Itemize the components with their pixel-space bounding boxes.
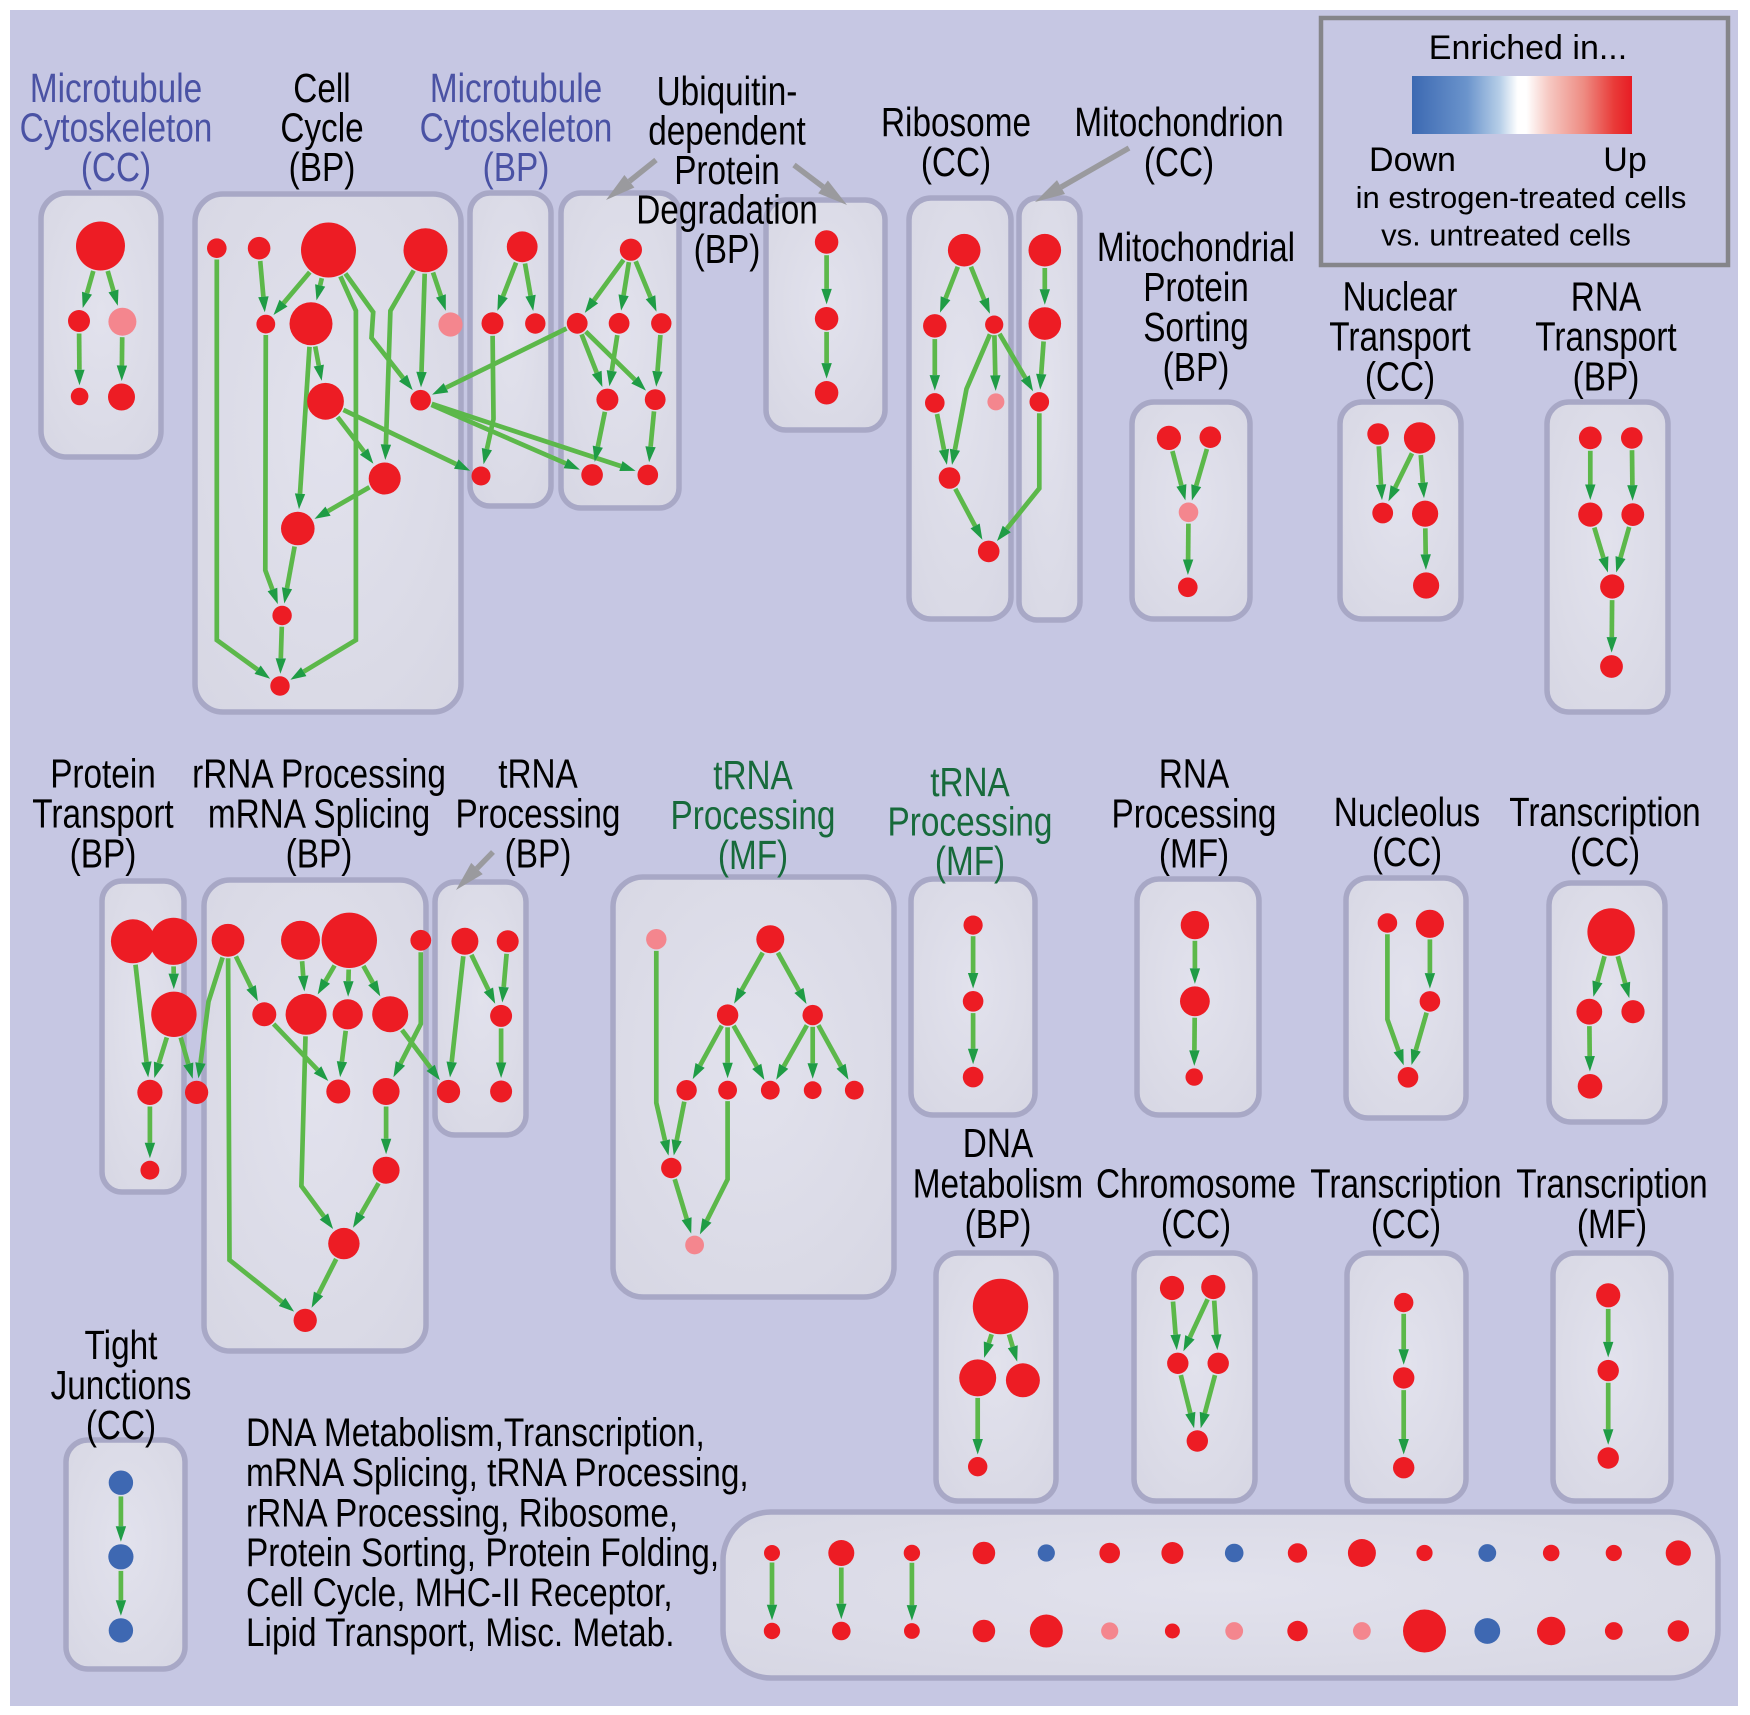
svg-text:(BP): (BP)	[1163, 344, 1230, 390]
svg-text:Junctions: Junctions	[51, 1362, 192, 1408]
svg-text:(CC): (CC)	[1365, 354, 1435, 400]
svg-text:(MF): (MF)	[1577, 1201, 1647, 1247]
svg-text:(BP): (BP)	[965, 1201, 1032, 1247]
svg-text:Nuclear: Nuclear	[1343, 274, 1458, 320]
svg-text:Ubiquitin-: Ubiquitin-	[657, 68, 798, 114]
svg-text:RNA: RNA	[1571, 274, 1642, 320]
svg-text:Cycle: Cycle	[280, 105, 363, 151]
svg-text:(MF): (MF)	[1159, 831, 1229, 877]
svg-text:Processing: Processing	[1112, 791, 1277, 837]
svg-text:DNA Metabolism,Transcription,: DNA Metabolism,Transcription,	[246, 1411, 705, 1455]
svg-text:Ribosome: Ribosome	[881, 99, 1031, 145]
svg-text:RNA: RNA	[1159, 751, 1230, 797]
svg-text:Transcription: Transcription	[1509, 789, 1700, 835]
svg-text:Mitochondrial: Mitochondrial	[1097, 224, 1295, 270]
svg-text:Cell Cycle, MHC-II Receptor,: Cell Cycle, MHC-II Receptor,	[246, 1571, 673, 1615]
svg-text:(CC): (CC)	[1144, 139, 1214, 185]
svg-text:Cell: Cell	[293, 65, 350, 111]
svg-text:Transcription: Transcription	[1516, 1161, 1707, 1207]
svg-text:Protein Sorting, Protein Foldi: Protein Sorting, Protein Folding,	[246, 1531, 719, 1575]
svg-text:Transport: Transport	[1329, 314, 1471, 360]
svg-text:Microtubule: Microtubule	[430, 65, 602, 111]
svg-text:(BP): (BP)	[70, 831, 137, 877]
svg-text:Transcription: Transcription	[1310, 1161, 1501, 1207]
svg-text:rRNA Processing, Ribosome,: rRNA Processing, Ribosome,	[246, 1491, 678, 1535]
svg-text:(BP): (BP)	[505, 831, 572, 877]
svg-text:(CC): (CC)	[81, 144, 151, 190]
svg-text:(CC): (CC)	[86, 1402, 156, 1448]
svg-text:Transport: Transport	[32, 791, 174, 837]
svg-text:Metabolism: Metabolism	[913, 1161, 1083, 1207]
svg-text:Protein: Protein	[50, 751, 156, 797]
svg-text:mRNA Splicing: mRNA Splicing	[208, 791, 430, 837]
svg-text:Up: Up	[1603, 141, 1646, 179]
svg-text:Degradation: Degradation	[636, 187, 818, 233]
svg-text:Down: Down	[1369, 141, 1456, 179]
svg-text:tRNA: tRNA	[930, 759, 1010, 805]
svg-text:Cytoskeleton: Cytoskeleton	[420, 105, 613, 151]
svg-text:(CC): (CC)	[1372, 829, 1442, 875]
svg-text:Microtubule: Microtubule	[30, 65, 202, 111]
svg-text:Lipid Transport, Misc. Metab.: Lipid Transport, Misc. Metab.	[246, 1611, 675, 1655]
svg-text:Cytoskeleton: Cytoskeleton	[20, 105, 213, 151]
svg-text:tRNA: tRNA	[713, 752, 793, 798]
svg-text:DNA: DNA	[963, 1120, 1034, 1166]
svg-text:tRNA: tRNA	[498, 751, 578, 797]
svg-text:(CC): (CC)	[1161, 1201, 1231, 1247]
svg-text:(CC): (CC)	[1570, 829, 1640, 875]
svg-text:Mitochondrion: Mitochondrion	[1074, 99, 1283, 145]
svg-text:Chromosome: Chromosome	[1096, 1161, 1296, 1207]
svg-text:in estrogen-treated cells: in estrogen-treated cells	[1356, 180, 1687, 215]
svg-text:rRNA Processing: rRNA Processing	[192, 751, 446, 797]
svg-text:Transport: Transport	[1535, 314, 1677, 360]
svg-text:(BP): (BP)	[1573, 354, 1640, 400]
svg-text:(BP): (BP)	[483, 144, 550, 190]
svg-text:Enriched in...: Enriched in...	[1429, 29, 1627, 67]
svg-text:Processing: Processing	[671, 792, 836, 838]
svg-text:(BP): (BP)	[286, 831, 353, 877]
svg-text:Processing: Processing	[456, 791, 621, 837]
svg-text:dependent: dependent	[648, 108, 806, 154]
svg-text:(CC): (CC)	[1371, 1201, 1441, 1247]
svg-text:mRNA Splicing, tRNA Processing: mRNA Splicing, tRNA Processing,	[246, 1451, 749, 1495]
svg-text:Protein: Protein	[1143, 264, 1249, 310]
svg-text:Sorting: Sorting	[1143, 304, 1249, 350]
svg-text:Nucleolus: Nucleolus	[1334, 789, 1480, 835]
svg-text:Processing: Processing	[888, 799, 1053, 845]
svg-text:(BP): (BP)	[289, 144, 356, 190]
svg-text:(BP): (BP)	[694, 226, 761, 272]
svg-text:(CC): (CC)	[921, 139, 991, 185]
svg-text:Protein: Protein	[674, 147, 780, 193]
svg-text:vs. untreated cells: vs. untreated cells	[1381, 218, 1631, 253]
svg-text:Tight: Tight	[85, 1322, 158, 1368]
svg-text:(MF): (MF)	[718, 832, 788, 878]
svg-text:(MF): (MF)	[935, 838, 1005, 884]
